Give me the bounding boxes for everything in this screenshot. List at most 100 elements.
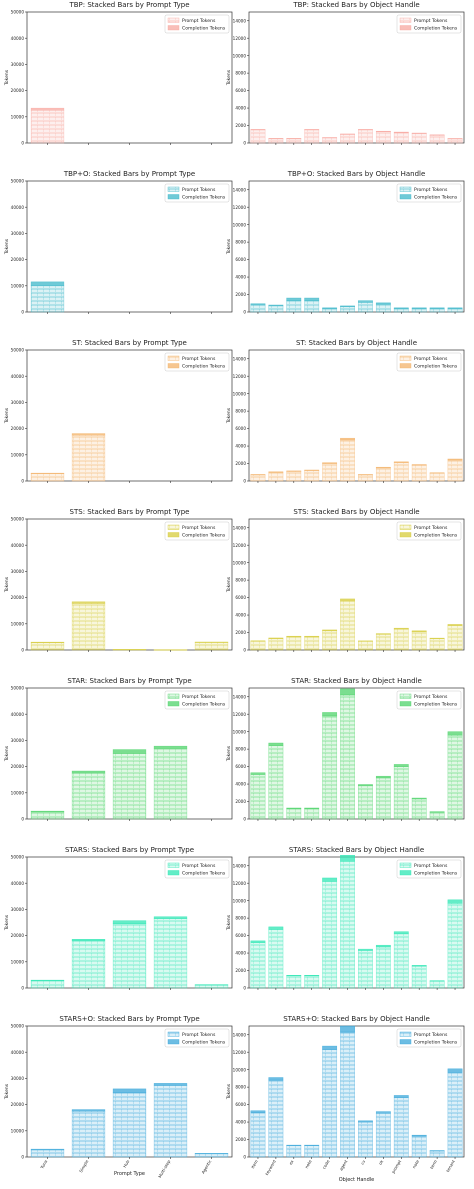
- y-tick-label: 20000: [11, 933, 25, 938]
- bar-prompt-tokens: [287, 809, 301, 819]
- legend-label-prompt: Prompt Tokens: [414, 356, 448, 362]
- y-axis-title: Tokens: [4, 576, 10, 593]
- bar-prompt-tokens: [72, 603, 105, 650]
- bar-prompt-tokens: [430, 812, 444, 819]
- x-tick-label: Tuna: [39, 1159, 49, 1171]
- bar-completion-tokens: [322, 878, 336, 881]
- bar-completion-tokens: [269, 305, 283, 306]
- bar-completion-tokens: [412, 798, 426, 799]
- chart-panel: STARS+O: Stacked Bars by Object Handle02…: [226, 1015, 464, 1183]
- y-tick-label: 6000: [235, 933, 246, 938]
- y-tick-label: 12000: [233, 543, 247, 548]
- y-tick-label: 50000: [11, 10, 25, 15]
- bar-prompt-tokens: [394, 1098, 408, 1157]
- bar-completion-tokens: [305, 298, 319, 301]
- legend-swatch-completion: [400, 871, 411, 876]
- bar-prompt-tokens: [412, 1136, 426, 1157]
- bar-completion-tokens: [305, 470, 319, 471]
- bar-completion-tokens: [376, 1112, 390, 1114]
- bar-completion-tokens: [448, 624, 462, 625]
- bar-prompt-tokens: [322, 309, 336, 312]
- legend-label-prompt: Prompt Tokens: [182, 694, 216, 700]
- bar-prompt-tokens: [305, 637, 319, 650]
- bar-completion-tokens: [287, 298, 301, 301]
- y-tick-label: 0: [21, 141, 24, 146]
- bar-completion-tokens: [376, 303, 390, 304]
- y-axis-title: Tokens: [226, 407, 232, 424]
- legend-label-completion: Completion Tokens: [414, 195, 458, 201]
- bar-prompt-tokens: [195, 642, 228, 650]
- y-tick-label: 6000: [235, 595, 246, 600]
- bar-prompt-tokens: [287, 637, 301, 650]
- bar-completion-tokens: [412, 631, 426, 632]
- x-tick-label: note: [304, 1159, 313, 1170]
- y-tick-label: 14000: [233, 356, 247, 361]
- y-tick-label: 0: [243, 1155, 246, 1160]
- y-tick-label: 6000: [235, 1102, 246, 1107]
- bar-prompt-tokens: [412, 799, 426, 819]
- bar-prompt-tokens: [376, 1113, 390, 1157]
- bar-completion-tokens: [394, 308, 408, 309]
- legend-swatch-prompt: [400, 356, 411, 361]
- bar-prompt-tokens: [251, 130, 265, 143]
- chart-title: STARS+O: Stacked Bars by Prompt Type: [59, 1015, 199, 1023]
- bar-completion-tokens: [154, 917, 187, 919]
- bar-prompt-tokens: [448, 460, 462, 481]
- bar-prompt-tokens: [322, 138, 336, 143]
- bar-completion-tokens: [269, 138, 283, 139]
- legend-label-completion: Completion Tokens: [414, 533, 458, 539]
- bar-prompt-tokens: [376, 304, 390, 312]
- y-tick-label: 10000: [11, 959, 25, 964]
- chart-panel: TBP+O: Stacked Bars by Prompt Type010000…: [4, 170, 232, 315]
- bar-prompt-tokens: [430, 981, 444, 988]
- bar-prompt-tokens: [305, 1146, 319, 1157]
- bar-prompt-tokens: [340, 1032, 354, 1157]
- chart-panel: ST: Stacked Bars by Prompt Type010000200…: [4, 339, 232, 484]
- chart-title: TBP: Stacked Bars by Object Handle: [292, 1, 419, 9]
- y-tick-label: 14000: [233, 1032, 247, 1037]
- legend-label-prompt: Prompt Tokens: [414, 525, 448, 531]
- chart-panel: ST: Stacked Bars by Object Handle0200040…: [226, 339, 464, 484]
- bar-completion-tokens: [430, 812, 444, 813]
- legend-label-prompt: Prompt Tokens: [414, 18, 448, 24]
- bar-prompt-tokens: [305, 809, 319, 819]
- bar-prompt-tokens: [358, 786, 372, 819]
- bar-prompt-tokens: [251, 475, 265, 481]
- y-tick-label: 50000: [11, 686, 25, 691]
- legend-label-prompt: Prompt Tokens: [182, 1032, 216, 1038]
- legend: Prompt Tokens Completion Tokens: [397, 522, 461, 540]
- chart-title: STAR: Stacked Bars by Prompt Type: [67, 677, 191, 685]
- legend-label-completion: Completion Tokens: [182, 533, 226, 539]
- legend-swatch-prompt: [168, 1032, 179, 1037]
- legend-label-prompt: Prompt Tokens: [182, 187, 216, 193]
- bar-prompt-tokens: [322, 716, 336, 819]
- y-tick-label: 8000: [235, 747, 246, 752]
- bar-completion-tokens: [287, 808, 301, 809]
- bar-prompt-tokens: [448, 309, 462, 312]
- bar-completion-tokens: [412, 308, 426, 309]
- bar-completion-tokens: [269, 472, 283, 473]
- chart-title: TBP: Stacked Bars by Prompt Type: [68, 1, 189, 9]
- y-axis-title: Tokens: [226, 745, 232, 762]
- legend-swatch-prompt: [168, 356, 179, 361]
- x-axis-title: Prompt Type: [114, 1171, 145, 1177]
- y-tick-label: 6000: [235, 764, 246, 769]
- bar-prompt-tokens: [154, 1085, 187, 1157]
- y-tick-label: 10000: [11, 283, 25, 288]
- chart-title: TBP+O: Stacked Bars by Object Handle: [287, 170, 426, 178]
- bar-prompt-tokens: [448, 903, 462, 988]
- bar-completion-tokens: [394, 628, 408, 629]
- bar-completion-tokens: [72, 771, 105, 773]
- x-tick-label: keyword: [264, 1159, 277, 1176]
- bar-completion-tokens: [394, 1095, 408, 1097]
- bar-prompt-tokens: [340, 134, 354, 143]
- bar-completion-tokens: [251, 941, 265, 943]
- bar-prompt-tokens: [72, 1111, 105, 1157]
- bar-completion-tokens: [305, 1145, 319, 1146]
- y-tick-label: 10000: [233, 560, 247, 565]
- bar-completion-tokens: [154, 1083, 187, 1085]
